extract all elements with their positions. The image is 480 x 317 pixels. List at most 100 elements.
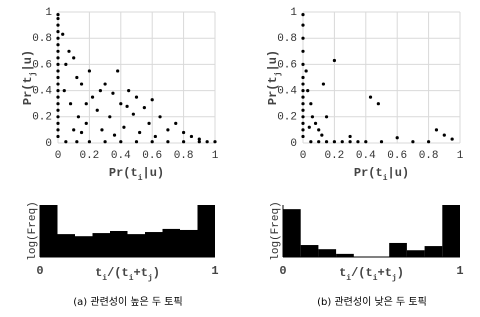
- point: [317, 140, 321, 144]
- point: [364, 140, 368, 144]
- point: [84, 121, 88, 125]
- point: [147, 121, 151, 125]
- label-part: |u): [388, 166, 410, 180]
- x-axis-label: Pr(ti|u): [354, 166, 409, 182]
- y-axis-label: log(Freq): [270, 201, 282, 260]
- label-part: /(t: [107, 266, 129, 280]
- label-part: |u): [21, 50, 35, 72]
- point: [301, 36, 305, 40]
- point: [64, 140, 68, 144]
- y-axis-label: log(Freq): [27, 201, 39, 260]
- point: [368, 95, 373, 99]
- point: [301, 13, 305, 17]
- point: [301, 102, 305, 106]
- bar: [300, 245, 319, 257]
- point: [301, 108, 305, 112]
- point: [150, 98, 154, 102]
- x-axis-label: ti/(ti+tj): [339, 266, 404, 282]
- point: [301, 134, 305, 139]
- point: [87, 69, 91, 73]
- bar: [162, 228, 180, 257]
- point: [324, 140, 329, 144]
- point: [103, 140, 107, 144]
- bar: [406, 250, 425, 257]
- bar: [318, 249, 337, 257]
- point: [75, 140, 79, 144]
- point: [376, 102, 380, 106]
- y-tick-label: 0.2: [32, 112, 52, 124]
- point: [68, 102, 73, 106]
- label-part: t: [339, 266, 346, 280]
- label-part: +t: [378, 266, 392, 280]
- point: [56, 108, 60, 112]
- point: [301, 82, 305, 86]
- point: [84, 102, 88, 106]
- point: [62, 89, 66, 93]
- bar: [283, 209, 301, 257]
- point: [317, 128, 321, 132]
- point: [427, 140, 431, 144]
- point: [320, 133, 324, 137]
- label-part: |u): [266, 50, 280, 72]
- point: [310, 115, 315, 119]
- point: [332, 140, 336, 144]
- label-part: /(t: [351, 266, 373, 280]
- point: [56, 89, 60, 93]
- y-tick-label: 0: [290, 138, 297, 150]
- label-part: i: [102, 274, 107, 283]
- point: [442, 133, 446, 137]
- point: [138, 130, 142, 135]
- x-tick-label: 0.6: [142, 150, 162, 162]
- y-axis-label: Pr(tj|u): [266, 50, 282, 105]
- label-part: Pr(t: [354, 166, 383, 180]
- point: [72, 128, 76, 132]
- point: [56, 134, 60, 139]
- point: [182, 130, 186, 135]
- point: [111, 91, 115, 95]
- point: [395, 136, 399, 140]
- label-part: i: [138, 174, 143, 183]
- point: [56, 128, 60, 132]
- point: [127, 89, 131, 93]
- label-part: +t: [134, 266, 148, 280]
- point: [119, 102, 123, 106]
- point: [56, 69, 60, 73]
- point: [321, 82, 326, 86]
- point: [158, 115, 162, 119]
- point: [98, 89, 102, 93]
- point: [153, 134, 157, 139]
- point: [166, 128, 170, 132]
- bar: [145, 232, 163, 257]
- point: [301, 75, 305, 80]
- point: [301, 62, 305, 66]
- label-part: ): [153, 266, 160, 280]
- label-part: Pr(t: [109, 166, 138, 180]
- label-part: j: [29, 71, 38, 76]
- point: [56, 36, 60, 40]
- point: [72, 56, 76, 60]
- x-tick-label: 0.8: [174, 150, 194, 162]
- point: [76, 115, 81, 119]
- x-tick-label: 0: [55, 150, 62, 162]
- point: [301, 95, 305, 99]
- label-part: Pr(t: [266, 76, 280, 105]
- label-part: j: [148, 274, 153, 283]
- label-part: j: [274, 71, 283, 76]
- x-axis-label: ti/(ti+tj): [95, 266, 160, 282]
- point: [301, 115, 305, 119]
- point: [56, 43, 60, 47]
- y-tick-label: 0.2: [277, 112, 297, 124]
- point: [56, 102, 60, 106]
- point: [56, 62, 60, 66]
- point: [131, 112, 135, 116]
- point: [306, 89, 310, 93]
- x-tick-label: 0.8: [419, 150, 439, 162]
- point: [434, 128, 439, 132]
- point: [56, 16, 60, 21]
- point: [61, 32, 65, 36]
- point: [166, 140, 170, 144]
- point: [134, 140, 139, 144]
- x-axis-label: Pr(ti|u): [109, 166, 164, 182]
- point: [450, 137, 454, 141]
